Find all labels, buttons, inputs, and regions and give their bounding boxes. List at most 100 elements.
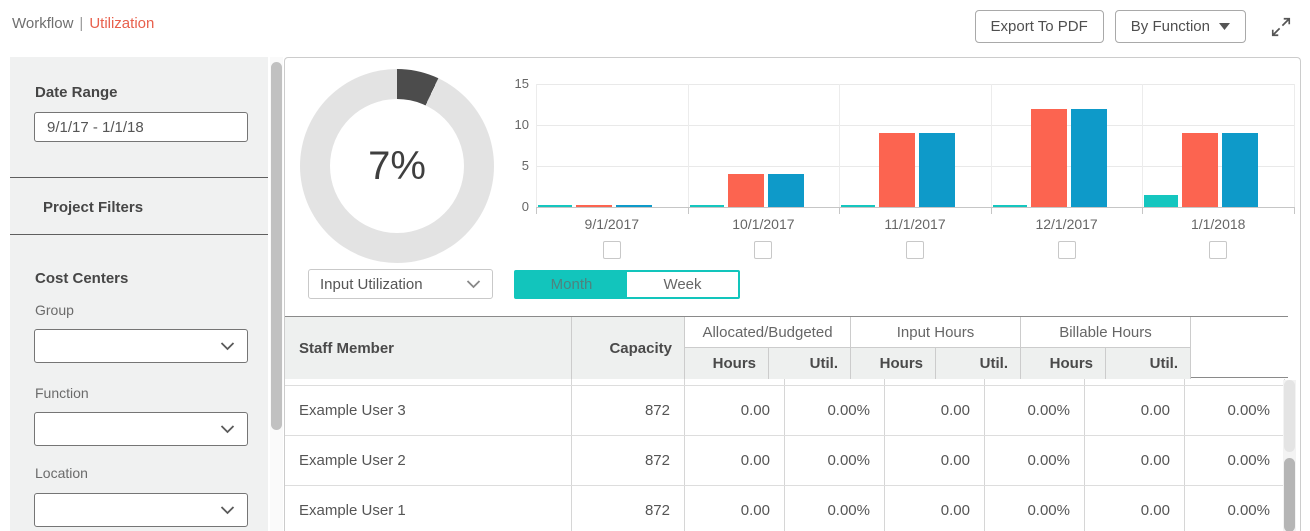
sidebar-divider bbox=[10, 177, 268, 178]
value-cell: 0.00 bbox=[1085, 386, 1185, 435]
x-axis-category-label: 12/1/2017 bbox=[1035, 216, 1098, 232]
y-axis-tick-label: 5 bbox=[521, 158, 529, 173]
bar-teal bbox=[1144, 194, 1179, 207]
value-cell: 0.00% bbox=[1185, 486, 1285, 531]
filters-sidebar: Date Range Project Filters Cost Centers … bbox=[10, 57, 268, 531]
chevron-down-icon bbox=[220, 341, 235, 350]
staff-member-cell bbox=[285, 379, 572, 385]
x-axis-tick bbox=[536, 207, 537, 214]
table-scrollbar-thumb[interactable] bbox=[1284, 458, 1295, 531]
group-header-input-hours: Input Hours bbox=[851, 317, 1021, 348]
date-checkbox[interactable] bbox=[754, 241, 773, 259]
x-axis-category-label: 1/1/2018 bbox=[1190, 216, 1246, 232]
sidebar-scrollbar-thumb[interactable] bbox=[271, 62, 282, 430]
bar-teal bbox=[538, 205, 572, 207]
bar-orange bbox=[576, 205, 612, 207]
x-axis-tick bbox=[687, 207, 689, 214]
value-cell: 872 bbox=[572, 436, 685, 485]
location-label: Location bbox=[35, 465, 88, 481]
value-cell bbox=[985, 379, 1085, 385]
group-select[interactable] bbox=[34, 329, 248, 363]
date-checkbox[interactable] bbox=[1209, 241, 1228, 259]
value-cell: 0.00% bbox=[785, 486, 885, 531]
topbar-actions: Export To PDF By Function bbox=[974, 10, 1294, 43]
group-header-allocated-budgeted: Allocated/Budgeted bbox=[685, 317, 851, 348]
gridline-v bbox=[1294, 84, 1295, 207]
staff-member-cell: Example User 3 bbox=[285, 386, 572, 435]
value-cell bbox=[885, 379, 985, 385]
y-axis-tick-label: 10 bbox=[514, 117, 529, 132]
project-filters-heading[interactable]: Project Filters bbox=[43, 199, 144, 216]
by-function-dropdown[interactable]: By Function bbox=[1114, 10, 1246, 43]
value-cell: 0.00 bbox=[685, 486, 785, 531]
value-cell: 0.00% bbox=[985, 386, 1085, 435]
date-range-heading: Date Range bbox=[35, 84, 118, 101]
sub-header-util: Util. bbox=[1106, 348, 1191, 379]
x-axis-tick bbox=[1142, 207, 1144, 214]
bar-orange bbox=[1030, 108, 1067, 207]
date-range-input[interactable] bbox=[34, 112, 248, 142]
top-bar: Workflow | Utilization Export To PDF By Fu… bbox=[0, 0, 1310, 55]
value-cell: 872 bbox=[572, 486, 685, 531]
sub-header-hours: Hours bbox=[685, 348, 769, 379]
date-checkbox[interactable] bbox=[1057, 241, 1076, 259]
sidebar-scrollbar[interactable] bbox=[270, 57, 283, 531]
gridline-v bbox=[1142, 84, 1144, 207]
value-cell: 0.00 bbox=[885, 486, 985, 531]
location-select[interactable] bbox=[34, 493, 248, 527]
gridline-v bbox=[536, 84, 537, 207]
bar-blue bbox=[767, 174, 804, 207]
toggle-week[interactable]: Week bbox=[663, 276, 702, 293]
staff-table-header: Staff Member Capacity Allocated/Budgeted… bbox=[285, 316, 1288, 379]
partially-scrolled-row bbox=[285, 379, 1286, 386]
x-axis-tick bbox=[990, 207, 992, 214]
value-cell: 0.00% bbox=[785, 436, 885, 485]
expand-button[interactable] bbox=[1268, 14, 1294, 40]
metric-dropdown-value: Input Utilization bbox=[320, 275, 423, 293]
value-cell bbox=[685, 379, 785, 385]
sub-header-hours: Hours bbox=[1021, 348, 1106, 379]
bar-orange bbox=[1182, 133, 1219, 207]
table-row: Example User 3 872 0.00 0.00% 0.00 0.00% 0.00 0… bbox=[285, 386, 1286, 436]
col-header-capacity: Capacity bbox=[572, 317, 685, 379]
table-scrollbar[interactable] bbox=[1283, 380, 1296, 531]
breadcrumb-utilization[interactable]: Utilization bbox=[89, 15, 155, 32]
bar-blue bbox=[616, 205, 652, 207]
period-toggle: Month Week bbox=[514, 270, 740, 299]
value-cell bbox=[1085, 379, 1185, 385]
utilization-panel: 7% Input Utilization Month Week 0 5 10 15 9/… bbox=[284, 57, 1301, 531]
gridline-v bbox=[990, 84, 992, 207]
date-checkbox[interactable] bbox=[906, 241, 924, 259]
x-axis-category-label: 10/1/2017 bbox=[732, 216, 795, 232]
export-pdf-button[interactable]: Export To PDF bbox=[974, 10, 1104, 43]
chevron-down-icon bbox=[466, 279, 481, 288]
expand-arrows-icon bbox=[1271, 17, 1291, 36]
export-pdf-label: Export To PDF bbox=[990, 18, 1088, 35]
gridline-v bbox=[687, 84, 689, 207]
value-cell: 0.00 bbox=[1085, 436, 1185, 485]
col-header-staff-member: Staff Member bbox=[285, 317, 572, 379]
gridline-h bbox=[536, 125, 1294, 126]
value-cell: 0.00% bbox=[985, 436, 1085, 485]
function-select[interactable] bbox=[34, 412, 248, 446]
bar-teal bbox=[689, 205, 724, 207]
gridline-h bbox=[536, 207, 1294, 208]
x-axis-tick bbox=[839, 207, 841, 214]
value-cell: 0.00 bbox=[685, 386, 785, 435]
donut-center-value: 7% bbox=[368, 143, 426, 188]
sub-header-hours: Hours bbox=[851, 348, 936, 379]
toggle-month[interactable]: Month bbox=[516, 272, 627, 297]
metric-dropdown[interactable]: Input Utilization bbox=[308, 269, 493, 299]
value-cell: 0.00% bbox=[985, 486, 1085, 531]
value-cell bbox=[572, 379, 685, 385]
breadcrumb-separator: | bbox=[79, 15, 84, 32]
value-cell bbox=[785, 379, 885, 385]
staff-member-cell: Example User 2 bbox=[285, 436, 572, 485]
gridline-h bbox=[536, 84, 1294, 85]
function-label: Function bbox=[35, 385, 89, 401]
chevron-down-icon bbox=[220, 505, 235, 514]
date-checkbox[interactable] bbox=[602, 241, 621, 259]
bar-blue bbox=[919, 133, 956, 207]
sub-header-util: Util. bbox=[936, 348, 1021, 379]
breadcrumb-workflow[interactable]: Workflow bbox=[12, 15, 74, 32]
